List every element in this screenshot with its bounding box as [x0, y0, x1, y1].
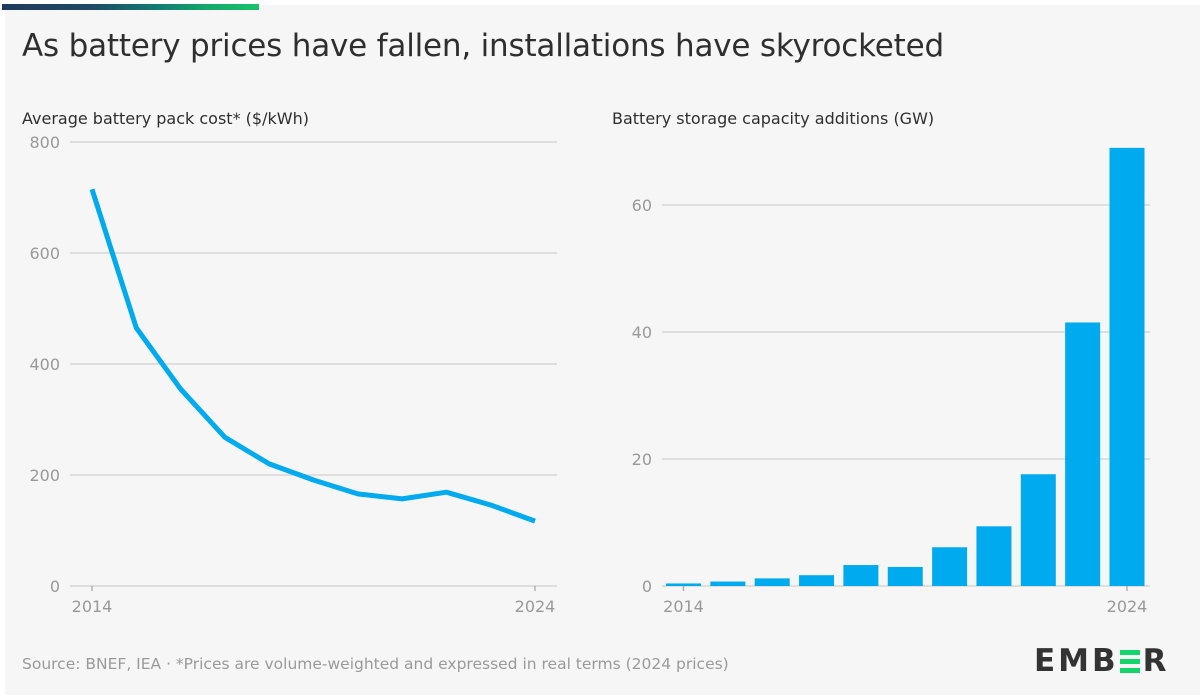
- right-chart-title: Battery storage capacity additions (GW): [612, 109, 935, 128]
- line-chart-battery-cost: 0 200 400 600 800 2014 2024: [29, 133, 557, 616]
- logo-text-end: R: [1142, 643, 1170, 679]
- bar-2017: [799, 575, 835, 586]
- logo-green-e-icon: [1119, 649, 1140, 673]
- y-tick-label: 400: [29, 355, 60, 374]
- y-tick-label: 0: [642, 577, 652, 596]
- bar-2023: [1065, 322, 1101, 586]
- x-tick-label: 2024: [515, 597, 556, 616]
- page-title: As battery prices have fallen, installat…: [22, 28, 944, 64]
- bar-2022: [1020, 474, 1056, 586]
- x-tick-label: 2024: [1107, 597, 1148, 616]
- bar-2015: [710, 581, 746, 586]
- bar-2018: [843, 565, 879, 586]
- bar-2020: [932, 547, 968, 586]
- y-tick-label: 0: [50, 577, 60, 596]
- bar-2014: [666, 583, 701, 586]
- y-tick-label: 200: [29, 466, 60, 485]
- logo-text-start: EMB: [1034, 643, 1119, 679]
- y-tick-label: 60: [632, 196, 652, 215]
- source-note: Source: BNEF, IEA · *Prices are volume-w…: [22, 655, 729, 673]
- bar-2024: [1109, 147, 1145, 586]
- bar-2019: [887, 566, 923, 586]
- y-tick-label: 20: [632, 450, 652, 469]
- ember-logo: EMB R: [1034, 643, 1170, 679]
- x-tick-label: 2014: [72, 597, 113, 616]
- y-tick-label: 600: [29, 244, 60, 263]
- bar-chart-storage-additions: 0 20 40 60 2014 2024: [632, 147, 1150, 616]
- x-tick-label: 2014: [663, 597, 704, 616]
- brand-accent-bar: [2, 4, 259, 10]
- bar-2021: [976, 526, 1012, 586]
- cost-line: [89, 188, 536, 524]
- bar-2016: [754, 578, 790, 586]
- left-chart-title: Average battery pack cost* ($/kWh): [22, 109, 309, 128]
- y-tick-label: 40: [632, 323, 652, 342]
- y-tick-label: 800: [29, 133, 60, 152]
